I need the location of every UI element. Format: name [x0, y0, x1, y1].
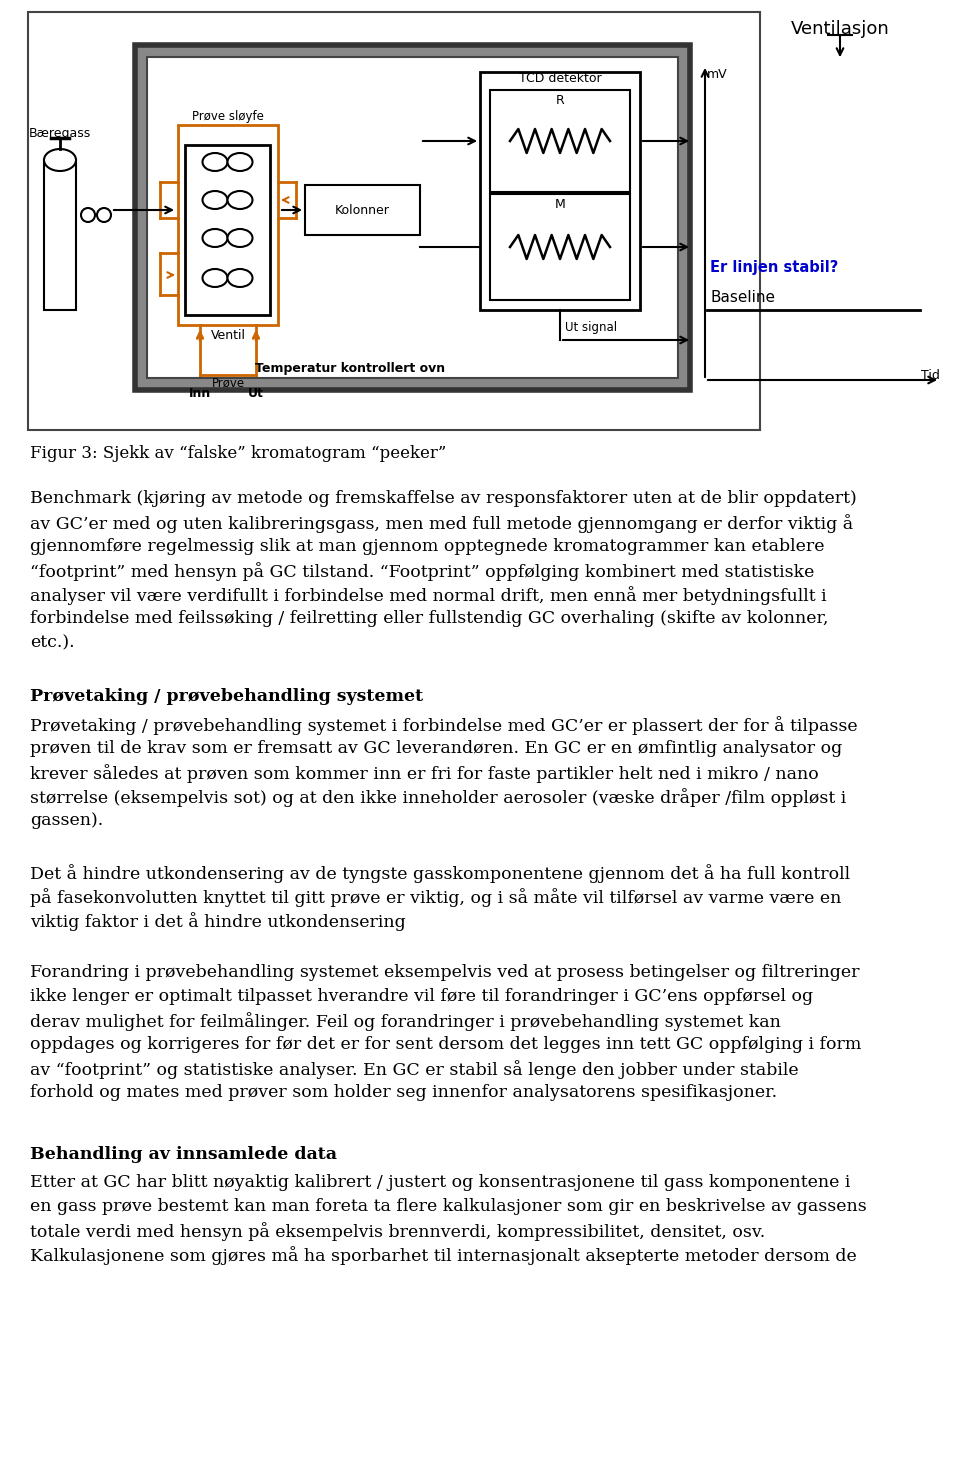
Text: etc.).: etc.).: [30, 634, 75, 651]
Text: Prøve: Prøve: [211, 377, 245, 390]
Text: prøven til de krav som er fremsatt av GC leverandøren. En GC er en ømfintlig ana: prøven til de krav som er fremsatt av GC…: [30, 740, 842, 756]
Bar: [490, 91, 630, 193]
Text: gassen).: gassen).: [30, 812, 104, 829]
Text: Prøve sløyfe: Prøve sløyfe: [192, 110, 264, 123]
Text: analyser vil være verdifullt i forbindelse med normal drift, men ennå mer betydn: analyser vil være verdifullt i forbindel…: [30, 585, 827, 604]
Text: forhold og mates med prøver som holder seg innenfor analysatorens spesifikasjone: forhold og mates med prøver som holder s…: [30, 1083, 778, 1101]
Text: Kolonner: Kolonner: [335, 203, 390, 216]
Text: Figur 3: Sjekk av “falske” kromatogram “peeker”: Figur 3: Sjekk av “falske” kromatogram “…: [30, 445, 446, 461]
Text: oppdages og korrigeres for før det er for sent dersom det legges inn tett GC opp: oppdages og korrigeres for før det er fo…: [30, 1037, 861, 1053]
Text: Baseline: Baseline: [710, 291, 775, 305]
Text: Prøvetaking / prøvebehandling systemet: Prøvetaking / prøvebehandling systemet: [30, 688, 423, 705]
Text: Ut: Ut: [248, 387, 264, 400]
Bar: [178, 126, 278, 326]
Ellipse shape: [203, 153, 228, 171]
Text: Kalkulasjonene som gjøres må ha sporbarhet til internasjonalt aksepterte metoder: Kalkulasjonene som gjøres må ha sporbarh…: [30, 1245, 856, 1264]
Text: Inn: Inn: [189, 387, 211, 400]
Text: Det å hindre utkondensering av de tyngste gasskomponentene gjennom det å ha full: Det å hindre utkondensering av de tyngst…: [30, 864, 851, 883]
Text: Ut signal: Ut signal: [565, 321, 617, 334]
Ellipse shape: [228, 229, 252, 247]
Text: gjennomføre regelmessig slik at man gjennom opptegnede kromatogrammer kan etable: gjennomføre regelmessig slik at man gjen…: [30, 537, 825, 555]
Bar: [28, 12, 760, 431]
Ellipse shape: [228, 191, 252, 209]
Ellipse shape: [228, 269, 252, 288]
Text: Prøvetaking / prøvebehandling systemet i forbindelse med GC’er er plassert der f: Prøvetaking / prøvebehandling systemet i…: [30, 715, 857, 734]
Bar: [305, 185, 420, 235]
Text: mV: mV: [707, 69, 728, 80]
Text: en gass prøve bestemt kan man foreta ta flere kalkulasjoner som gir en beskrivel: en gass prøve bestemt kan man foreta ta …: [30, 1199, 867, 1215]
Text: Benchmark (kjøring av metode og fremskaffelse av responsfaktorer uten at de blir: Benchmark (kjøring av metode og fremskaf…: [30, 491, 856, 507]
Text: Bæregass: Bæregass: [29, 127, 91, 140]
Text: Tid: Tid: [922, 369, 940, 383]
Text: Temperatur kontrollert ovn: Temperatur kontrollert ovn: [255, 362, 445, 375]
Bar: [480, 72, 640, 310]
Bar: [135, 45, 690, 390]
Circle shape: [81, 207, 95, 222]
Text: krever således at prøven som kommer inn er fri for faste partikler helt ned i mi: krever således at prøven som kommer inn …: [30, 764, 819, 783]
Text: Behandling av innsamlede data: Behandling av innsamlede data: [30, 1146, 337, 1164]
Ellipse shape: [44, 149, 76, 171]
Ellipse shape: [228, 153, 252, 171]
Ellipse shape: [203, 269, 228, 288]
Text: ikke lenger er optimalt tilpasset hverandre vil føre til forandringer i GC’ens o: ikke lenger er optimalt tilpasset hveran…: [30, 988, 813, 1004]
Text: totale verdi med hensyn på eksempelvis brennverdi, kompressibilitet, densitet, o: totale verdi med hensyn på eksempelvis b…: [30, 1222, 765, 1241]
Text: “footprint” med hensyn på GC tilstand. “Footprint” oppfølging kombinert med stat: “footprint” med hensyn på GC tilstand. “…: [30, 562, 814, 581]
Text: størrelse (eksempelvis sot) og at den ikke inneholder aerosoler (væske dråper /f: størrelse (eksempelvis sot) og at den ik…: [30, 788, 847, 807]
Circle shape: [97, 207, 111, 222]
Bar: [147, 57, 678, 378]
Text: forbindelse med feilssøking / feilretting eller fullstendig GC overhaling (skift: forbindelse med feilssøking / feilrettin…: [30, 610, 828, 626]
Text: Forandring i prøvebehandling systemet eksempelvis ved at prosess betingelser og : Forandring i prøvebehandling systemet ek…: [30, 964, 859, 981]
Bar: [44, 161, 76, 310]
Text: derav mulighet for feilmålinger. Feil og forandringer i prøvebehandling systemet: derav mulighet for feilmålinger. Feil og…: [30, 1012, 780, 1031]
Text: viktig faktor i det å hindre utkondensering: viktig faktor i det å hindre utkondenser…: [30, 912, 406, 931]
Text: av “footprint” og statistiske analyser. En GC er stabil så lenge den jobber unde: av “footprint” og statistiske analyser. …: [30, 1060, 799, 1079]
Text: av GC’er med og uten kalibreringsgass, men med full metode gjennomgang er derfor: av GC’er med og uten kalibreringsgass, m…: [30, 514, 853, 533]
Text: Etter at GC har blitt nøyaktig kalibrert / justert og konsentrasjonene til gass : Etter at GC har blitt nøyaktig kalibrert…: [30, 1174, 851, 1191]
Bar: [185, 145, 270, 315]
Ellipse shape: [203, 229, 228, 247]
Text: Ventilasjon: Ventilasjon: [791, 20, 889, 38]
Text: R: R: [556, 93, 564, 107]
Text: M: M: [555, 199, 565, 212]
Ellipse shape: [203, 191, 228, 209]
Bar: [490, 194, 630, 299]
Text: Ventil: Ventil: [210, 328, 246, 342]
Text: TCD detektor: TCD detektor: [518, 72, 601, 85]
Text: Er linjen stabil?: Er linjen stabil?: [710, 260, 838, 274]
Text: på fasekonvolutten knyttet til gitt prøve er viktig, og i så måte vil tilførsel : på fasekonvolutten knyttet til gitt prøv…: [30, 888, 841, 907]
